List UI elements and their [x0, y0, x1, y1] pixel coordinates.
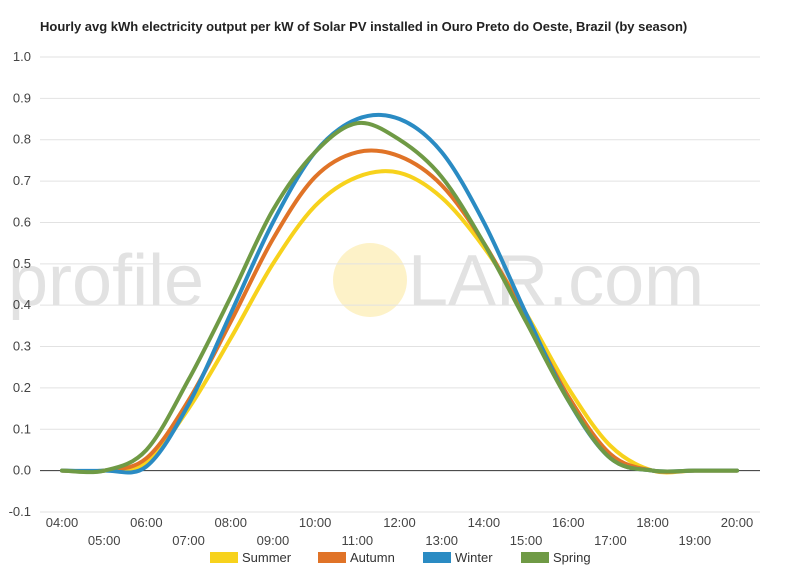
x-tick-label: 08:00: [214, 515, 247, 530]
y-tick-label: 0.2: [13, 380, 31, 395]
x-tick-label: 09:00: [257, 533, 290, 548]
y-tick-label: 0.0: [13, 463, 31, 478]
y-tick-label: 0.5: [13, 256, 31, 271]
x-tick-label: 17:00: [594, 533, 627, 548]
chart-title: Hourly avg kWh electricity output per kW…: [40, 19, 688, 34]
x-tick-label: 06:00: [130, 515, 163, 530]
legend-swatch-winter: [423, 552, 451, 563]
series-line-spring: [60, 120, 739, 475]
x-tick-label: 14:00: [468, 515, 501, 530]
y-tick-label: -0.1: [9, 504, 31, 519]
watermark-left: profile: [8, 241, 204, 321]
y-tick-label: 0.8: [13, 132, 31, 147]
y-tick-label: 0.4: [13, 297, 31, 312]
x-tick-label: 10:00: [299, 515, 332, 530]
x-tick-label: 05:00: [88, 533, 121, 548]
legend-swatch-spring: [521, 552, 549, 563]
x-tick-label: 04:00: [46, 515, 79, 530]
x-tick-label: 16:00: [552, 515, 585, 530]
legend-swatch-autumn: [318, 552, 346, 563]
y-tick-label: 0.9: [13, 90, 31, 105]
x-tick-label: 18:00: [636, 515, 669, 530]
x-tick-label: 11:00: [342, 533, 374, 548]
x-tick-label: 12:00: [383, 515, 416, 530]
legend-label-winter: Winter: [455, 550, 493, 565]
legend-label-summer: Summer: [242, 550, 292, 565]
watermark-right: LAR.com: [408, 241, 704, 321]
x-tick-label: 19:00: [679, 533, 712, 548]
x-tick-label: 13:00: [425, 533, 458, 548]
watermark-sun-icon: [333, 243, 407, 317]
x-tick-label: 07:00: [172, 533, 205, 548]
x-tick-label: 15:00: [510, 533, 543, 548]
y-tick-label: 0.3: [13, 339, 31, 354]
y-tick-label: 1.0: [13, 49, 31, 64]
y-tick-label: 0.7: [13, 173, 31, 188]
y-tick-label: 0.1: [13, 421, 31, 436]
series-line-autumn: [60, 148, 739, 474]
legend-label-spring: Spring: [553, 550, 591, 565]
x-tick-label: 20:00: [721, 515, 754, 530]
legend-label-autumn: Autumn: [350, 550, 395, 565]
y-tick-label: 0.6: [13, 214, 31, 229]
legend-swatch-summer: [210, 552, 238, 563]
